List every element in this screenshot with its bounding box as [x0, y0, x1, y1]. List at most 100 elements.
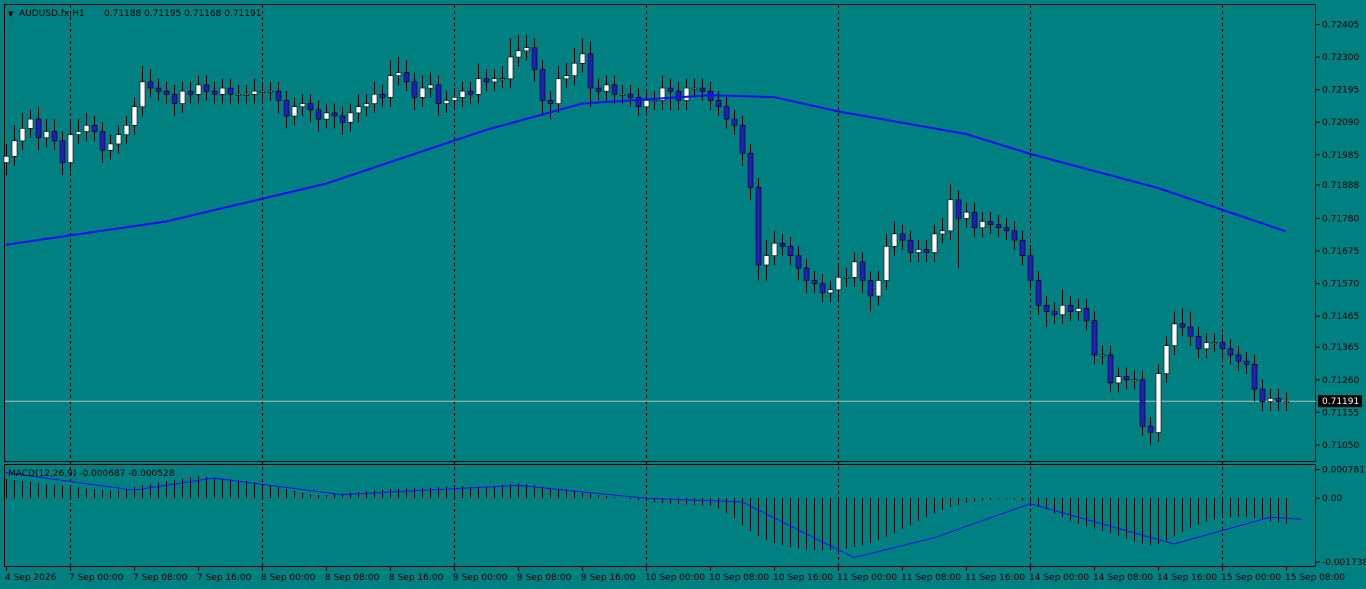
candle-body-bull — [179, 90, 186, 104]
candle — [1203, 333, 1210, 359]
time-tick-label: 10 Sep 00:00 — [645, 573, 705, 583]
candle-body-bull — [555, 78, 562, 104]
candle — [1179, 308, 1186, 337]
candle-body-bear — [739, 125, 746, 154]
candle-body-bull — [499, 78, 506, 81]
candle — [523, 35, 530, 61]
candle — [35, 106, 42, 151]
current-price-box — [1318, 395, 1362, 408]
candle — [779, 233, 786, 256]
candle — [467, 81, 474, 104]
candle-body-bull — [347, 112, 354, 123]
candle-body-bear — [147, 81, 154, 89]
candle-body-bull — [427, 84, 434, 89]
candle — [763, 240, 770, 281]
candle — [851, 252, 858, 287]
candle-body-bull — [659, 87, 666, 101]
candle-body-bull — [939, 230, 946, 235]
price-tick-label: 0.71570 — [1322, 280, 1359, 290]
candle-body-bear — [1227, 348, 1234, 356]
moving-average — [5, 94, 1287, 246]
candle-body-bear — [1051, 311, 1058, 315]
candle — [987, 212, 994, 234]
candle — [155, 78, 162, 101]
price-tick-label: 0.71155 — [1322, 408, 1359, 418]
candle-body-bear — [923, 249, 930, 253]
candle — [251, 78, 258, 104]
candle-body-bull — [1075, 308, 1082, 312]
collapse-triangle-icon[interactable]: ▼ — [8, 10, 14, 18]
time-tick-label: 9 Sep 00:00 — [453, 573, 508, 583]
candle-body-bear — [811, 280, 818, 284]
price-tick-label: 0.72195 — [1322, 86, 1359, 96]
candle — [203, 75, 210, 101]
candle — [315, 100, 322, 132]
candle — [843, 268, 850, 287]
price-tick-label: 0.71985 — [1322, 151, 1359, 161]
candle-body-bull — [683, 87, 690, 101]
candle-body-bull — [491, 78, 498, 83]
ohlc-values: 0.71188 0.71195 0.71168 0.71191 — [104, 9, 261, 19]
candle-body-bear — [627, 93, 634, 98]
candle-body-bull — [1203, 342, 1210, 350]
candle — [947, 184, 954, 241]
candle-body-bear — [467, 90, 474, 95]
candle-body-bear — [1043, 305, 1050, 312]
candle-body-bear — [723, 106, 730, 120]
candle-body-bull — [931, 233, 938, 253]
time-tick-label: 7 Sep 00:00 — [69, 573, 124, 583]
candle-body-bull — [443, 100, 450, 104]
time-tick-label: 15 Sep 08:00 — [1285, 573, 1345, 583]
candle-body-bull — [851, 261, 858, 278]
time-tick-label: 7 Sep 16:00 — [197, 573, 252, 583]
time-tick-label: 10 Sep 16:00 — [773, 573, 833, 583]
candle — [123, 116, 130, 144]
symbol-label: AUDUSD.fx,H1 — [19, 9, 85, 19]
candle — [459, 81, 466, 107]
candle — [1083, 299, 1090, 331]
candle — [379, 84, 386, 107]
candle — [67, 122, 74, 172]
candle-body-bull — [123, 125, 130, 135]
candle — [1035, 271, 1042, 315]
candle-body-bull — [1131, 379, 1138, 382]
candle — [819, 274, 826, 303]
candle-body-bear — [531, 47, 538, 70]
candle — [75, 119, 82, 144]
candle — [1099, 345, 1106, 365]
candle-body-bear — [1011, 230, 1018, 241]
candle-body-bull — [507, 56, 514, 80]
macd-axis: 0.000781 0.00 -0.001738 — [1316, 466, 1366, 568]
candle — [1067, 296, 1074, 321]
candle — [891, 221, 898, 256]
candle-body-bull — [3, 156, 10, 163]
candle — [115, 125, 122, 154]
candle-body-bear — [819, 283, 826, 294]
candle — [739, 116, 746, 166]
candle — [219, 78, 226, 104]
macd-tick-label: -0.001738 — [1322, 558, 1366, 568]
candle — [1011, 221, 1018, 250]
time-tick-label: 4 Sep 2026 — [5, 573, 57, 583]
candle-body-bear — [1147, 426, 1154, 433]
candle-body-bull — [131, 106, 138, 126]
candle-body-bull — [11, 140, 18, 157]
candle — [403, 60, 410, 92]
candle-body-bear — [1027, 255, 1034, 281]
price-tick-label: 0.72300 — [1322, 53, 1359, 63]
candle — [1059, 289, 1066, 324]
candle — [963, 202, 970, 228]
candle-body-bull — [1171, 323, 1178, 346]
candle — [1147, 417, 1154, 445]
candle-body-bull — [107, 143, 114, 151]
candle-body-bull — [1211, 342, 1218, 344]
time-tick-label: 14 Sep 16:00 — [1157, 573, 1217, 583]
candle-body-bull — [1099, 354, 1106, 357]
candle-body-bear — [1003, 227, 1010, 232]
candle-body-bear — [1187, 326, 1194, 337]
candle-body-bear — [435, 84, 442, 104]
candle — [267, 81, 274, 101]
candle — [603, 75, 610, 101]
candle-body-bull — [299, 103, 306, 107]
